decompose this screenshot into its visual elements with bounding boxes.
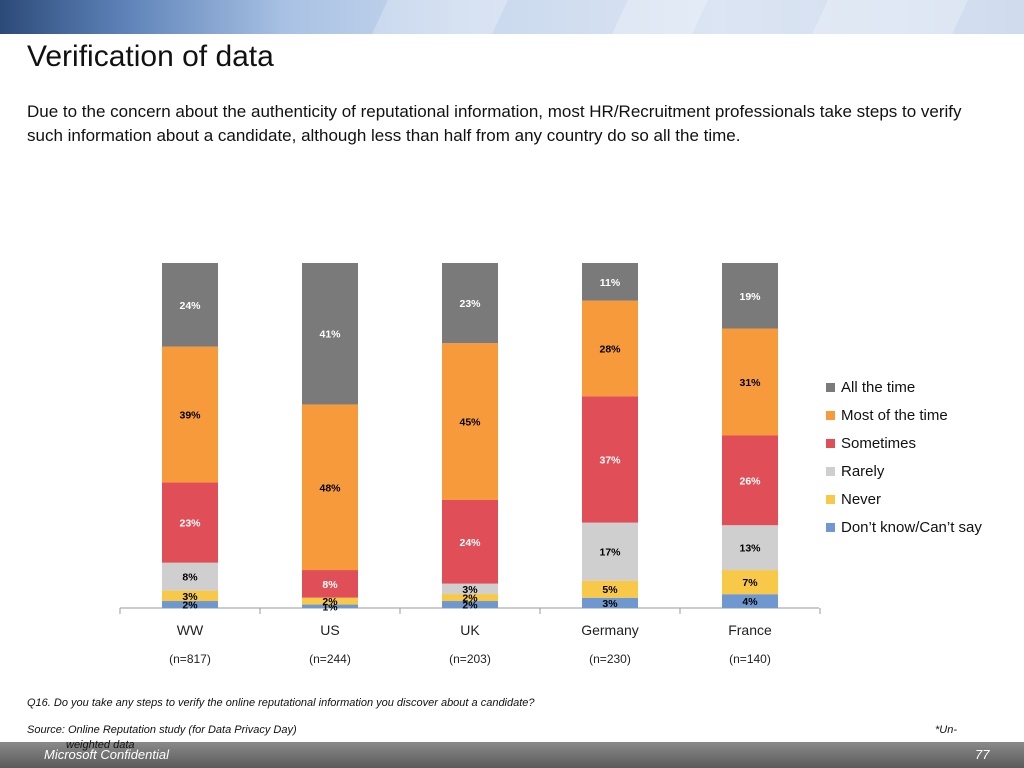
legend-item: All the time <box>826 373 982 401</box>
bar-segment <box>582 522 638 581</box>
stacked-bar-chart: 2%3%8%23%39%24%WW(n=817)1%2%8%48%41%US(n… <box>119 263 821 666</box>
legend-swatch <box>826 410 835 420</box>
bar-segment <box>162 590 218 602</box>
bar-segment <box>582 396 638 523</box>
data-label: 24% <box>179 300 201 312</box>
legend-item: Don’t know/Can’t say <box>826 513 982 541</box>
bar-segment <box>582 597 638 608</box>
bar-segment <box>302 604 358 608</box>
data-label: 2% <box>462 593 478 605</box>
data-label: 13% <box>739 543 761 555</box>
bar-segment <box>162 601 218 608</box>
legend-swatch <box>826 438 835 448</box>
legend-item: Sometimes <box>826 429 982 457</box>
data-label: 23% <box>179 518 201 530</box>
category-label: UK <box>460 622 480 638</box>
data-label: 24% <box>459 537 481 549</box>
bar-segment <box>162 562 218 591</box>
bar-segment <box>722 435 778 526</box>
bar-segment <box>442 594 498 602</box>
bar-segment <box>302 404 358 571</box>
data-label: 8% <box>182 572 198 584</box>
data-label: 3% <box>462 584 478 596</box>
data-label: 7% <box>742 577 758 589</box>
bar-segment <box>442 583 498 595</box>
data-label: 5% <box>602 584 618 596</box>
bar-segment <box>722 594 778 608</box>
data-label: 2% <box>462 600 478 612</box>
page-title: Verification of data <box>27 40 274 73</box>
legend-label: Most of the time <box>841 406 948 424</box>
bar-segment <box>722 328 778 436</box>
sample-size-label: (n=140) <box>729 652 771 666</box>
bar-segment <box>582 300 638 397</box>
bar-segment <box>162 346 218 483</box>
legend-item: Rarely <box>826 457 982 485</box>
source-note: Source: Online Reputation study (for Dat… <box>27 724 297 736</box>
data-label: 4% <box>742 596 758 608</box>
data-label: 8% <box>322 579 338 591</box>
bar-segment <box>442 499 498 584</box>
bar-segment <box>162 482 218 563</box>
data-label: 45% <box>459 417 481 429</box>
bar-segment <box>582 263 638 301</box>
bar-segment <box>722 570 778 595</box>
legend-swatch <box>826 382 835 392</box>
unweighted-note-part1: *Un- <box>935 724 958 736</box>
bar-segment <box>442 601 498 608</box>
category-label: US <box>320 622 339 638</box>
data-label: 11% <box>600 277 621 289</box>
bar-segment <box>302 597 358 605</box>
page-number: 77 <box>975 747 990 762</box>
legend-label: All the time <box>841 378 916 396</box>
chart-legend: All the time Most of the time Sometimes Rar… <box>826 373 982 541</box>
data-label: 19% <box>739 291 761 303</box>
bar-segment <box>722 525 778 571</box>
category-label: WW <box>177 622 204 638</box>
bar-segment <box>302 263 358 405</box>
bar-segment <box>442 343 498 500</box>
legend-item: Most of the time <box>826 401 982 429</box>
legend-label: Rarely <box>841 462 885 480</box>
data-label: 2% <box>182 600 198 612</box>
data-label: 3% <box>182 591 198 603</box>
sample-size-label: (n=817) <box>169 652 211 666</box>
legend-item: Never <box>826 485 982 513</box>
bar-segment <box>162 263 218 347</box>
confidential-label: Microsoft Confidential <box>44 747 169 762</box>
data-label: 41% <box>319 329 341 341</box>
data-label: 28% <box>599 343 621 355</box>
data-label: 26% <box>739 475 761 487</box>
sample-size-label: (n=244) <box>309 652 351 666</box>
legend-label: Don’t know/Can’t say <box>841 518 982 536</box>
legend-swatch <box>826 522 835 532</box>
data-label: 31% <box>739 377 761 389</box>
bar-segment <box>722 263 778 329</box>
unweighted-note-part2: weighted data <box>66 739 135 751</box>
legend-label: Never <box>841 490 882 508</box>
bar-segment <box>302 570 358 598</box>
data-label: 23% <box>459 298 481 310</box>
question-footnote: Q16. Do you take any steps to verify the… <box>27 697 535 709</box>
data-label: 17% <box>599 547 621 559</box>
legend-label: Sometimes <box>841 434 917 452</box>
legend-swatch <box>826 494 835 504</box>
data-label: 48% <box>319 482 341 494</box>
bar-segment <box>582 580 638 598</box>
sample-size-label: (n=203) <box>449 652 491 666</box>
category-label: France <box>728 622 772 638</box>
category-label: Germany <box>581 622 639 638</box>
bar-segment <box>442 263 498 344</box>
footer-bar <box>0 742 1024 768</box>
top-banner <box>0 0 1024 34</box>
sample-size-label: (n=230) <box>589 652 631 666</box>
data-label: 37% <box>599 454 621 466</box>
page-subtitle: Due to the concern about the authenticit… <box>27 102 962 145</box>
data-label: 3% <box>602 598 618 610</box>
data-label: 39% <box>179 410 201 422</box>
data-label: 2% <box>322 596 338 608</box>
legend-swatch <box>826 466 835 476</box>
